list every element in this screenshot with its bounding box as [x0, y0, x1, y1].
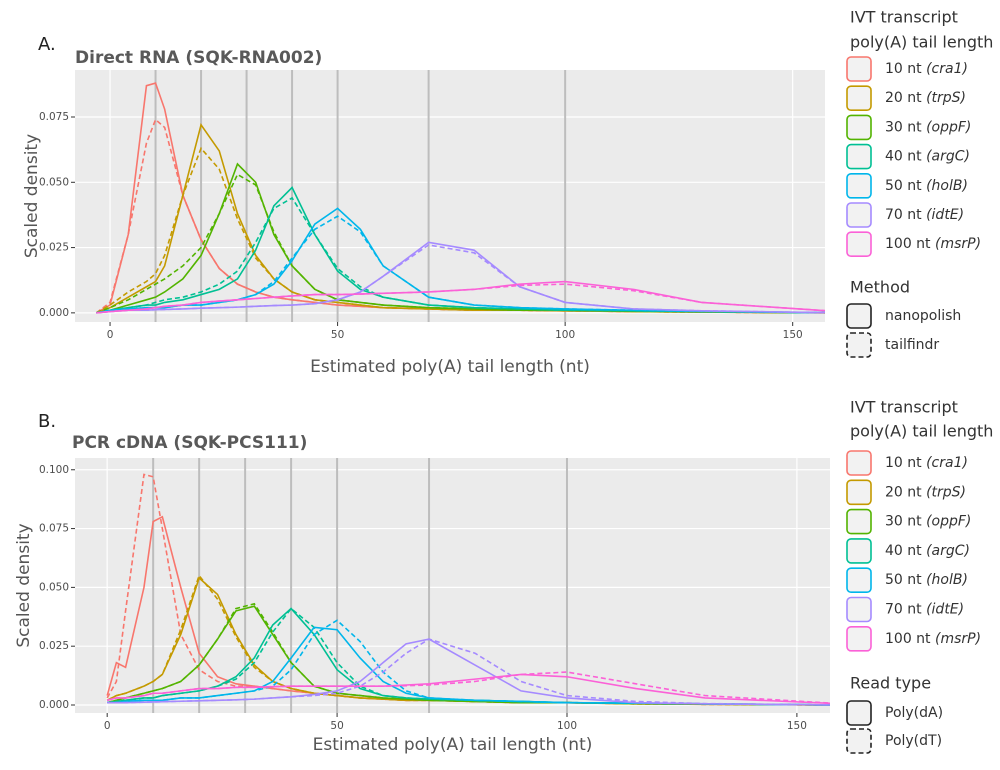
density-line [96, 244, 825, 314]
panel-label: B. [38, 411, 56, 432]
legend-title: Read type [850, 674, 931, 693]
x-tick-label: 50 [330, 720, 343, 732]
legend-key [846, 625, 872, 652]
legend-key [846, 728, 872, 754]
lines [106, 473, 830, 706]
legend-label: 50 nt (holB) [885, 178, 968, 194]
legend-key [846, 114, 872, 141]
legend-label: 40 nt (argC) [885, 149, 970, 165]
legend-label: 100 nt (msrP) [885, 236, 981, 252]
legend-key [846, 596, 872, 623]
y-tick-label: 0.050 [39, 581, 69, 593]
y-tick-label: 0.075 [39, 523, 69, 535]
x-tick-label: 100 [555, 329, 575, 341]
density-line [96, 186, 825, 314]
legend-label: 30 nt (oppF) [885, 514, 971, 530]
y-tick-label: 0.025 [39, 640, 69, 652]
panel-title: Direct RNA (SQK-RNA002) [75, 48, 322, 68]
panel-label: A. [38, 34, 56, 55]
y-tick-label: 0.000 [39, 307, 69, 319]
x-tick-label: 150 [787, 720, 807, 732]
density-line [106, 671, 830, 704]
legend-key [846, 231, 872, 257]
legend-label: 40 nt (argC) [885, 543, 970, 559]
legend-title: poly(A) tail length [850, 422, 993, 441]
plot-background [75, 458, 830, 713]
density-line [96, 173, 825, 314]
legend-key [846, 332, 872, 358]
x-tick-label: 150 [783, 329, 803, 341]
legend-title: IVT transcript [850, 8, 958, 27]
legend-label: 50 nt (holB) [885, 572, 968, 588]
x-axis-title: Estimated poly(A) tail length (nt) [310, 357, 590, 377]
x-tick-label: 100 [557, 720, 577, 732]
legend-key [846, 508, 872, 535]
x-tick-label: 0 [104, 720, 111, 732]
x-tick-label: 0 [107, 329, 114, 341]
density-line [96, 283, 825, 314]
x-tick-label: 50 [331, 329, 344, 341]
legend-label: 100 nt (msrP) [885, 631, 981, 647]
legend-label: nanopolish [885, 308, 961, 324]
legend-label: Poly(dT) [885, 733, 942, 749]
y-tick-label: 0.050 [39, 176, 69, 188]
legend-label: 20 nt (trpS) [885, 90, 966, 106]
density-line [95, 118, 825, 314]
legend-label: 20 nt (trpS) [885, 484, 966, 500]
legend-key [846, 143, 872, 170]
legend-label: 10 nt (cra1) [885, 455, 968, 471]
density-line [107, 619, 830, 706]
y-axis-title: Scaled density [22, 134, 42, 258]
legend-key [846, 567, 872, 594]
y-tick-label: 0.100 [39, 464, 69, 476]
x-axis-title: Estimated poly(A) tail length (nt) [313, 735, 593, 755]
legend-label: 70 nt (idtE) [885, 602, 964, 618]
legend-label: 70 nt (idtE) [885, 207, 964, 223]
legend-key [846, 303, 872, 329]
legend-key [846, 202, 872, 228]
legend-label: tailfindr [885, 337, 939, 353]
legend-title: IVT transcript [850, 398, 958, 417]
legend-key [846, 85, 872, 111]
y-axis-title: Scaled density [14, 523, 34, 647]
legend-key [846, 450, 872, 476]
panel-title: PCR cDNA (SQK-PCS111) [72, 433, 307, 453]
legend-title: poly(A) tail length [850, 33, 993, 52]
legend-key [846, 538, 872, 564]
y-tick-label: 0.000 [39, 699, 69, 711]
legend-key [846, 56, 872, 82]
legend-label: 30 nt (oppF) [885, 119, 971, 135]
legend-label: Poly(dA) [885, 705, 943, 721]
legend-key [846, 700, 872, 726]
density-line [106, 602, 830, 706]
density-line [107, 638, 830, 706]
lines [95, 82, 825, 314]
y-tick-label: 0.075 [39, 111, 69, 123]
legend-title: Method [850, 278, 910, 297]
legend-label: 10 nt (cra1) [885, 61, 968, 77]
plot-background [75, 70, 825, 322]
legend-key [846, 479, 872, 506]
legend-key [846, 173, 872, 199]
y-tick-label: 0.025 [39, 242, 69, 254]
density-line [96, 196, 825, 314]
